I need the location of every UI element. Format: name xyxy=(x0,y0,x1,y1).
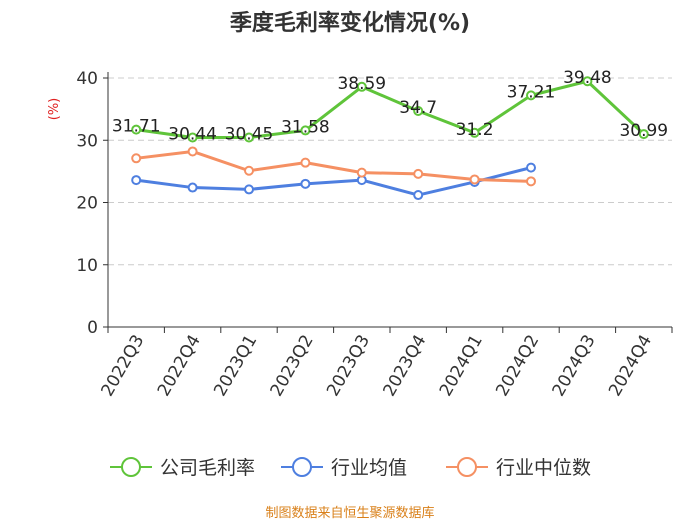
series-line xyxy=(136,149,532,183)
data-point xyxy=(356,81,367,92)
data-point xyxy=(131,153,142,164)
data-label: 31.71 xyxy=(112,117,161,137)
data-point xyxy=(300,178,311,189)
x-tick-label: 2024Q4 xyxy=(605,332,656,400)
x-tick-label: 2024Q3 xyxy=(549,332,600,400)
data-point xyxy=(356,167,367,178)
data-point xyxy=(244,165,254,176)
data-point xyxy=(244,184,254,195)
data-label: 38.59 xyxy=(337,74,386,94)
data-point xyxy=(413,168,424,179)
data-point xyxy=(469,174,480,185)
data-point xyxy=(187,146,198,157)
data-label: 30.44 xyxy=(168,125,217,145)
y-tick-label: 0 xyxy=(87,318,98,338)
data-label: 30.99 xyxy=(619,121,668,141)
y-tick-label: 40 xyxy=(76,69,98,89)
data-point xyxy=(526,162,536,173)
data-point xyxy=(582,76,593,87)
data-label-layer: 31.71 30.44 30.45 31.58 38.59 34.7 31.2 37.21 39… xyxy=(112,68,668,144)
x-tick-label: 2023Q2 xyxy=(267,332,318,400)
data-point xyxy=(131,124,142,135)
data-point xyxy=(526,176,536,187)
data-label: 31.2 xyxy=(456,120,494,140)
data-label: 31.58 xyxy=(281,117,330,137)
y-tick-label: 30 xyxy=(76,131,98,151)
data-point xyxy=(469,127,480,138)
y-tick-label: 10 xyxy=(76,256,98,276)
legend-label: 行业中位数 xyxy=(496,457,591,479)
data-point xyxy=(244,132,254,143)
grid-layer xyxy=(108,77,672,266)
legend-label: 行业均值 xyxy=(331,457,407,479)
series-line xyxy=(136,166,532,197)
data-point xyxy=(300,157,311,168)
series-layer xyxy=(131,76,649,201)
x-tick-label: 2023Q3 xyxy=(323,332,374,400)
data-point xyxy=(187,182,198,193)
y-axis-label: (%) xyxy=(47,98,62,121)
data-label: 30.45 xyxy=(225,124,274,144)
data-point xyxy=(131,175,142,186)
legend-label: 公司毛利率 xyxy=(160,457,255,479)
legend: 公司毛利率 行业均值 行业中位数 xyxy=(110,457,591,479)
source-note: 制图数据来自恒生聚源数据库 xyxy=(265,505,434,521)
data-point xyxy=(638,129,649,140)
data-point xyxy=(413,105,424,116)
x-tick-label: 2023Q1 xyxy=(210,332,261,400)
data-label: 34.7 xyxy=(399,98,437,118)
x-tick-label: 2024Q1 xyxy=(436,331,487,399)
data-point xyxy=(526,90,536,101)
legend-marker xyxy=(457,457,477,477)
x-tick-label: 2024Q2 xyxy=(492,332,543,400)
chart-title: 季度毛利率变化情况(%) xyxy=(230,10,470,36)
data-label: 39.48 xyxy=(563,68,612,88)
data-point xyxy=(413,190,424,201)
legend-marker xyxy=(121,457,141,477)
data-label: 37.21 xyxy=(507,82,556,102)
series-line xyxy=(135,79,645,140)
x-tick-label: 2022Q3 xyxy=(97,332,148,400)
x-tick-label: 2023Q4 xyxy=(379,332,430,400)
data-point xyxy=(300,125,311,136)
y-tick-label: 20 xyxy=(76,194,98,214)
x-tick-label: 2022Q4 xyxy=(154,332,205,400)
legend-marker xyxy=(292,457,312,477)
data-point xyxy=(187,132,198,143)
